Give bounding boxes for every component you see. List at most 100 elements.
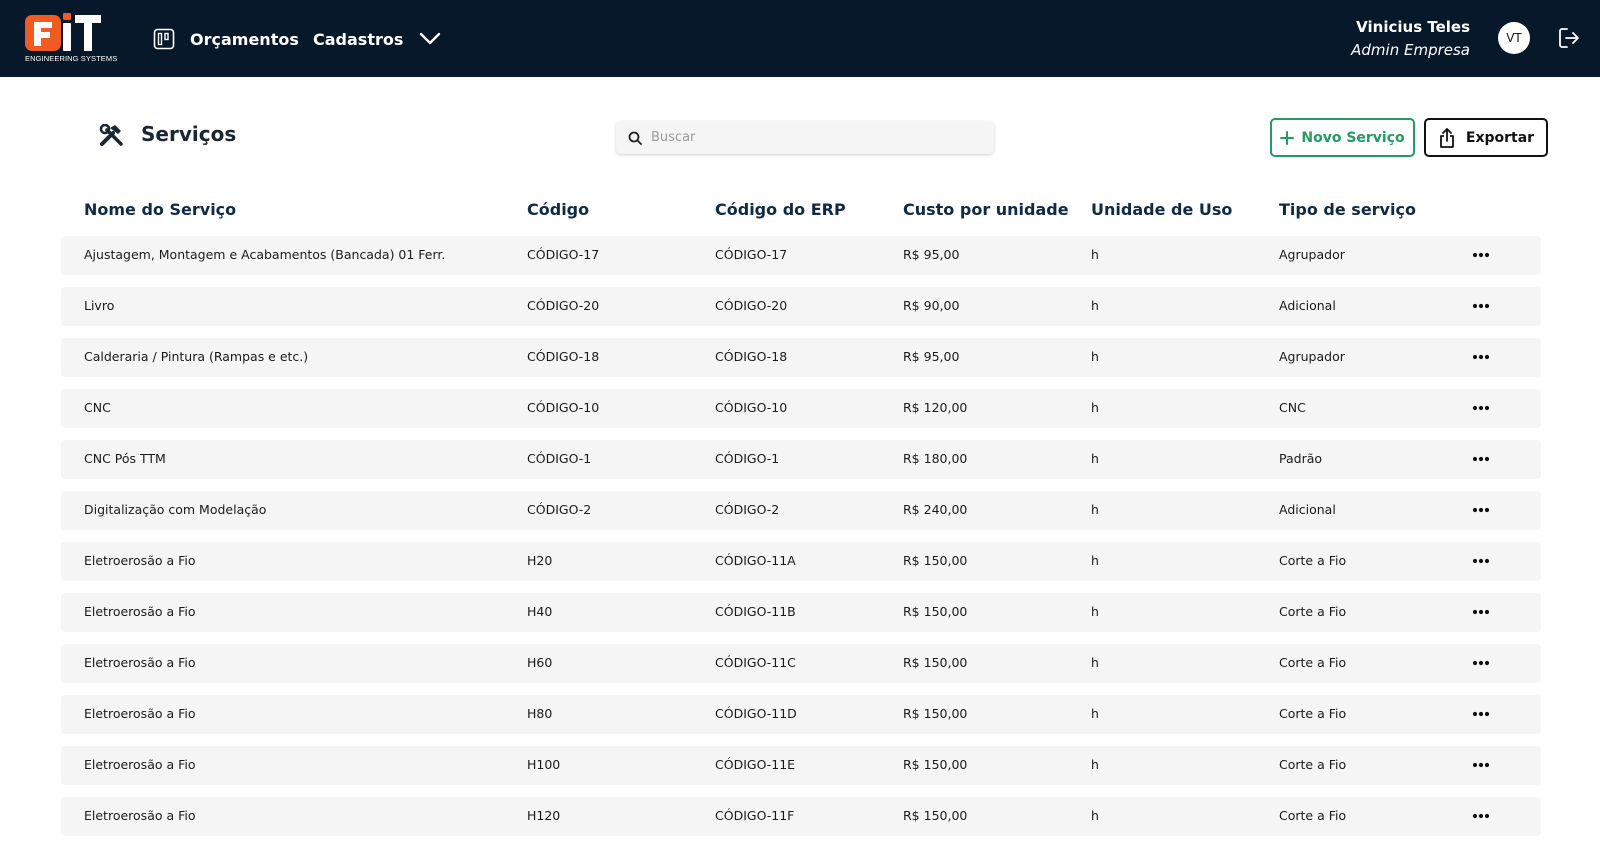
table-row[interactable]: Digitalização com Modelação CÓDIGO-2 CÓDIG… (61, 491, 1541, 530)
service-code-cell: CÓDIGO-17 (527, 247, 600, 262)
share-icon (1440, 127, 1454, 148)
service-name-cell: Calderaria / Pintura (Rampas e etc.) (84, 349, 309, 364)
table-row[interactable]: Eletroerosão a Fio H60 CÓDIGO-11C R$ 150,00… (61, 644, 1541, 683)
unit-cost-cell: R$ 150,00 (903, 604, 968, 619)
service-code-cell: H80 (527, 706, 553, 721)
nav-orcamentos-label: Orçamentos (190, 29, 299, 49)
nav-orcamentos[interactable]: Orçamentos (153, 25, 299, 53)
search-icon (628, 131, 642, 145)
erp-code-cell: CÓDIGO-11F (715, 808, 795, 823)
service-name-cell: CNC (84, 400, 111, 415)
column-header-unit-cost[interactable]: Custo por unidade (903, 200, 1069, 219)
unit-cost-cell: R$ 150,00 (903, 706, 968, 721)
more-horizontal-icon[interactable] (1469, 450, 1493, 468)
fit-logo-icon (25, 13, 101, 51)
more-horizontal-icon[interactable] (1469, 399, 1493, 417)
unit-cost-cell: R$ 150,00 (903, 757, 968, 772)
more-horizontal-icon[interactable] (1469, 552, 1493, 570)
service-code-cell: H100 (527, 757, 561, 772)
service-name-cell: Eletroerosão a Fio (84, 808, 196, 823)
unit-cost-cell: R$ 95,00 (903, 349, 960, 364)
service-type-cell: Corte a Fio (1279, 553, 1347, 568)
service-code-cell: H20 (527, 553, 553, 568)
service-type-cell: Corte a Fio (1279, 808, 1347, 823)
export-button[interactable]: Exportar (1424, 118, 1548, 157)
table-row[interactable]: CNC CÓDIGO-10 CÓDIGO-10 R$ 120,00 h CNC (61, 389, 1541, 428)
service-type-cell: Adicional (1279, 298, 1336, 313)
more-horizontal-icon[interactable] (1469, 297, 1493, 315)
fit-logo[interactable]: ENGINEERING SYSTEMS (25, 13, 117, 65)
service-code-cell: CÓDIGO-2 (527, 502, 592, 517)
erp-code-cell: CÓDIGO-11E (715, 757, 796, 772)
service-name-cell: Ajustagem, Montagem e Acabamentos (Banca… (84, 247, 446, 262)
service-type-cell: Corte a Fio (1279, 706, 1347, 721)
service-code-cell: CÓDIGO-20 (527, 298, 600, 313)
avatar[interactable]: VT (1498, 22, 1530, 54)
service-code-cell: H60 (527, 655, 553, 670)
more-horizontal-icon[interactable] (1469, 603, 1493, 621)
service-type-cell: Padrão (1279, 451, 1323, 466)
search-input[interactable] (651, 130, 971, 145)
service-type-cell: Adicional (1279, 502, 1336, 517)
services-table-body: Ajustagem, Montagem e Acabamentos (Banca… (61, 236, 1541, 848)
erp-code-cell: CÓDIGO-18 (715, 349, 788, 364)
more-horizontal-icon[interactable] (1469, 807, 1493, 825)
erp-code-cell: CÓDIGO-20 (715, 298, 788, 313)
table-row[interactable]: Ajustagem, Montagem e Acabamentos (Banca… (61, 236, 1541, 275)
erp-code-cell: CÓDIGO-1 (715, 451, 780, 466)
usage-unit-cell: h (1091, 604, 1099, 619)
usage-unit-cell: h (1091, 808, 1099, 823)
column-header-service-type[interactable]: Tipo de serviço (1279, 200, 1416, 219)
service-type-cell: Agrupador (1279, 349, 1345, 364)
column-header-name[interactable]: Nome do Serviço (84, 200, 237, 219)
new-service-button[interactable]: Novo Serviço (1270, 118, 1415, 157)
table-row[interactable]: Eletroerosão a Fio H120 CÓDIGO-11F R$ 150,0… (61, 797, 1541, 836)
service-name-cell: Eletroerosão a Fio (84, 757, 196, 772)
usage-unit-cell: h (1091, 451, 1099, 466)
erp-code-cell: CÓDIGO-11D (715, 706, 797, 721)
page-title: Serviços (141, 122, 237, 146)
more-horizontal-icon[interactable] (1469, 654, 1493, 672)
unit-cost-cell: R$ 150,00 (903, 808, 968, 823)
more-horizontal-icon[interactable] (1469, 705, 1493, 723)
service-code-cell: H40 (527, 604, 553, 619)
more-horizontal-icon[interactable] (1469, 756, 1493, 774)
more-horizontal-icon[interactable] (1469, 501, 1493, 519)
unit-cost-cell: R$ 95,00 (903, 247, 960, 262)
table-row[interactable]: Calderaria / Pintura (Rampas e etc.) CÓDI… (61, 338, 1541, 377)
service-type-cell: Corte a Fio (1279, 604, 1347, 619)
service-code-cell: CÓDIGO-18 (527, 349, 600, 364)
table-row[interactable]: Eletroerosão a Fio H80 CÓDIGO-11D R$ 150,00… (61, 695, 1541, 734)
table-row[interactable]: Eletroerosão a Fio H40 CÓDIGO-11B R$ 150,00… (61, 593, 1541, 632)
service-name-cell: Eletroerosão a Fio (84, 655, 196, 670)
usage-unit-cell: h (1091, 706, 1099, 721)
service-code-cell: H120 (527, 808, 561, 823)
column-header-usage-unit[interactable]: Unidade de Uso (1091, 200, 1233, 219)
column-header-erp-code[interactable]: Código do ERP (715, 200, 846, 219)
service-name-cell: Eletroerosão a Fio (84, 706, 196, 721)
more-horizontal-icon[interactable] (1469, 348, 1493, 366)
service-name-cell: Digitalização com Modelação (84, 502, 267, 517)
nav-cadastros-label: Cadastros (313, 29, 404, 49)
service-name-cell: Eletroerosão a Fio (84, 553, 196, 568)
user-role: Admin Empresa (1351, 41, 1470, 59)
service-type-cell: Corte a Fio (1279, 757, 1347, 772)
column-header-code[interactable]: Código (527, 200, 590, 219)
nav-cadastros[interactable]: Cadastros (313, 25, 441, 53)
table-row[interactable]: Livro CÓDIGO-20 CÓDIGO-20 R$ 90,00 h Adiciona… (61, 287, 1541, 326)
logout-icon[interactable] (1558, 27, 1580, 49)
usage-unit-cell: h (1091, 349, 1099, 364)
usage-unit-cell: h (1091, 502, 1099, 517)
table-row[interactable]: CNC Pós TTM CÓDIGO-1 CÓDIGO-1 R$ 180,00 h Pad… (61, 440, 1541, 479)
user-name: Vinicius Teles (1356, 18, 1470, 36)
table-row[interactable]: Eletroerosão a Fio H20 CÓDIGO-11A R$ 150,00… (61, 542, 1541, 581)
more-horizontal-icon[interactable] (1469, 246, 1493, 264)
usage-unit-cell: h (1091, 400, 1099, 415)
table-row[interactable]: Eletroerosão a Fio H100 CÓDIGO-11E R$ 150,0… (61, 746, 1541, 785)
service-name-cell: Eletroerosão a Fio (84, 604, 196, 619)
usage-unit-cell: h (1091, 655, 1099, 670)
usage-unit-cell: h (1091, 553, 1099, 568)
service-name-cell: Livro (84, 298, 115, 313)
search-box[interactable] (616, 121, 994, 154)
unit-cost-cell: R$ 150,00 (903, 655, 968, 670)
